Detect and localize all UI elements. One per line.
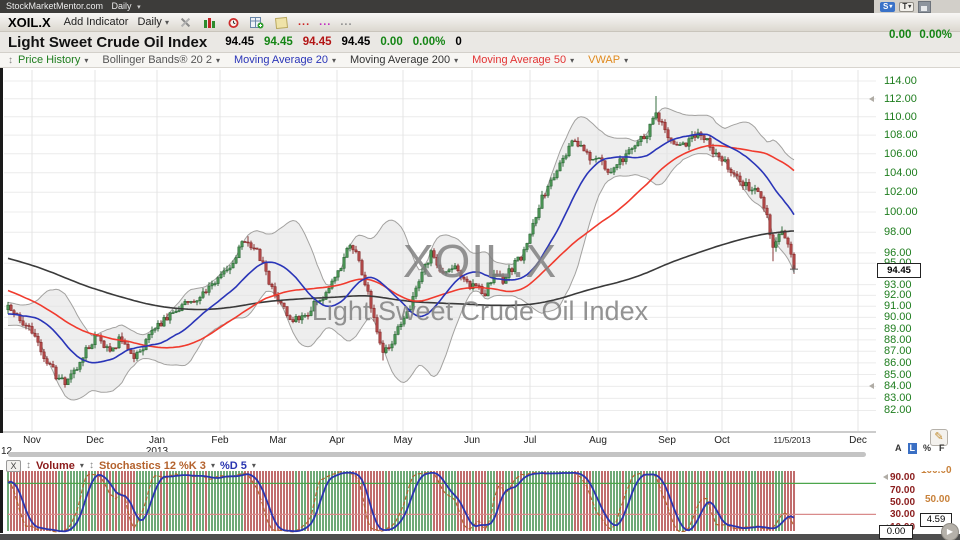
stochastics-indicator-label[interactable]: Stochastics 12 %K 3 <box>98 459 206 472</box>
indicator-ma50[interactable]: Moving Average 50 ▾ <box>472 54 575 66</box>
indicator-ma200[interactable]: Moving Average 200 ▾ <box>350 54 459 66</box>
reorder-icon[interactable]: ↕ <box>88 460 94 471</box>
scale-percent-button[interactable]: % <box>923 443 932 453</box>
chevron-down-icon: ▾ <box>624 55 629 65</box>
chevron-down-icon: ▾ <box>215 55 220 65</box>
left-edge-strip <box>0 68 3 433</box>
scale-log-button[interactable]: L <box>907 443 917 454</box>
reorder-icon[interactable]: ↕ <box>26 460 31 471</box>
time-scrollbar[interactable] <box>8 452 866 457</box>
chevron-down-icon: ▾ <box>454 55 459 65</box>
chevron-down-icon: ▾ <box>164 18 169 27</box>
indicator-vwap[interactable]: VWAP ▾ <box>588 54 629 66</box>
indicator-bollinger[interactable]: Bollinger Bands® 20 2 ▾ <box>102 54 220 66</box>
quote-volume: 0 <box>455 36 462 48</box>
t-menu-button[interactable]: T ▾ <box>899 1 915 12</box>
quote-row: Light Sweet Crude Oil Index 94.45 94.45 … <box>0 32 960 53</box>
play-icon: ▶ <box>946 527 954 536</box>
toolbar: XOIL.X Add Indicator Daily ▾ ... ... ... <box>0 13 960 32</box>
quote-high: 94.45 <box>263 36 293 48</box>
scale-mode-buttons: A L % F <box>893 443 947 454</box>
chevron-down-icon: ▾ <box>908 3 912 10</box>
volume-indicator-label[interactable]: Volume <box>36 459 75 472</box>
chevron-down-icon: ▾ <box>570 55 575 65</box>
notes-icon[interactable] <box>274 15 289 29</box>
period-dropdown[interactable]: Daily ▾ <box>137 16 169 28</box>
chart-style-icon[interactable] <box>202 15 217 29</box>
quote-close: 94.45 <box>341 36 371 48</box>
draw-pencil-button[interactable]: ✎ <box>930 429 948 446</box>
chevron-down-icon[interactable]: ▾ <box>251 461 256 470</box>
s-menu-button[interactable]: S ▾ <box>880 1 896 12</box>
chevron-down-icon[interactable]: ▾ <box>79 461 84 470</box>
site-title: StockMarketMentor.com <box>6 1 104 11</box>
close-panel-button[interactable]: X <box>6 459 21 472</box>
scale-f-button[interactable]: F <box>939 443 945 453</box>
chevron-down-icon[interactable]: ▾ <box>210 461 215 470</box>
marker-arrow-icon <box>869 96 874 102</box>
alarm-clock-icon[interactable] <box>226 15 241 29</box>
change-readout: 0.00 0.00% <box>889 29 952 41</box>
scale-arithmetic-button[interactable]: A <box>895 443 902 453</box>
magenta-ellipsis-menu[interactable]: ... <box>319 16 332 28</box>
indicator-price-history[interactable]: Price History ▾ <box>18 54 89 66</box>
add-indicator-button[interactable]: Add Indicator <box>63 16 129 28</box>
red-ellipsis-menu[interactable]: ... <box>297 16 311 28</box>
instrument-title: Light Sweet Crude Oil Index <box>8 33 208 51</box>
change-value: 0.00 <box>889 29 912 41</box>
window-titlebar: StockMarketMentor.com Daily ▾ S ▾ T ▾ <box>0 0 960 13</box>
lower-panel-header: X ↕ Volume ▾ ↕ Stochastics 12 %K 3 ▾ %D … <box>0 459 946 472</box>
last-price-label: 94.45 <box>877 263 921 278</box>
t-button-label: T <box>902 1 908 11</box>
chevron-down-icon: ▾ <box>889 3 893 10</box>
gray-ellipsis-menu[interactable]: ... <box>340 16 353 28</box>
bottom-strip <box>0 534 960 540</box>
s-button-label: S <box>883 1 889 11</box>
volume-current-value: 0.00 <box>879 525 913 539</box>
tools-icon[interactable] <box>178 15 193 29</box>
chevron-down-icon: ▾ <box>331 55 336 65</box>
marker-arrow-icon <box>883 474 888 480</box>
save-icon[interactable] <box>918 0 932 13</box>
chevron-down-icon: ▾ <box>84 55 89 65</box>
left-edge-strip <box>0 470 3 533</box>
stochastics-d-label[interactable]: %D 5 <box>219 459 247 472</box>
stoch-current-value: 4.59 <box>920 513 952 527</box>
chevron-down-icon[interactable]: ▾ <box>137 4 141 11</box>
scroll-right-button[interactable]: ▶ <box>941 523 959 540</box>
quote-change: 0.00 <box>380 36 403 48</box>
marker-arrow-icon <box>869 383 874 389</box>
indicator-bar: ↕ Price History ▾ Bollinger Bands® 20 2 ▾ … <box>0 53 960 68</box>
indicator-ma20[interactable]: Moving Average 20 ▾ <box>234 54 336 66</box>
titlebar-period[interactable]: Daily <box>111 1 132 11</box>
pencil-icon: ✎ <box>934 431 944 443</box>
reorder-icon[interactable]: ↕ <box>8 54 13 66</box>
change-percent: 0.00% <box>919 29 952 41</box>
symbol-label: XOIL.X <box>8 14 51 30</box>
titlebar-corner: S ▾ T ▾ <box>874 0 960 13</box>
quote-last: 94.45 <box>225 36 254 48</box>
quote-low: 94.45 <box>302 36 332 48</box>
quote-change-pct: 0.00% <box>412 36 446 48</box>
add-table-icon[interactable] <box>250 15 265 29</box>
